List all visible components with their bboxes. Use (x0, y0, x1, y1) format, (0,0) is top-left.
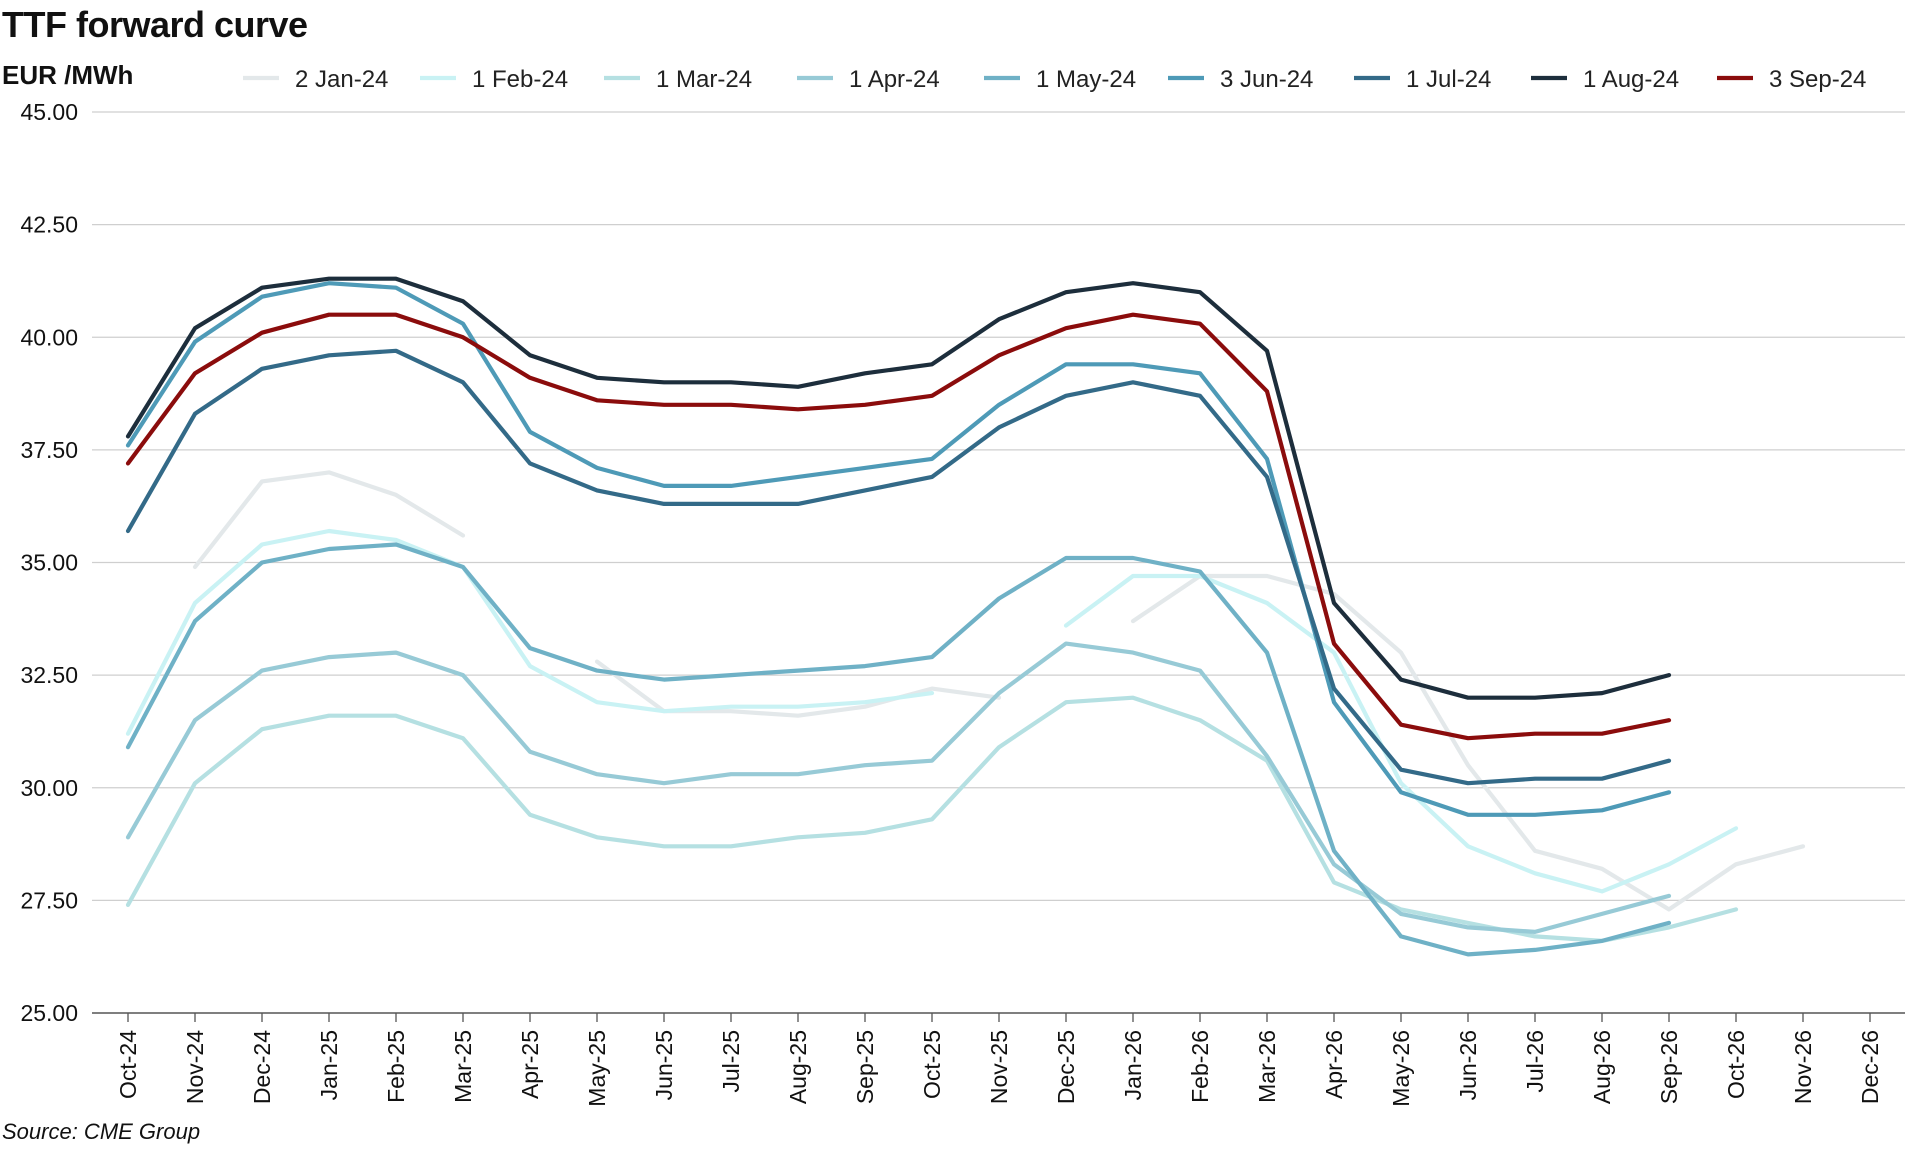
x-axis-ticks: Oct-24 Nov-24 Dec-24 Jan-25 Feb-25 Mar-25 Apr-… (115, 1013, 1883, 1107)
x-tick-label: Nov-24 (182, 1030, 208, 1104)
x-tick-label: Mar-26 (1254, 1030, 1280, 1103)
x-tick-label: Mar-25 (450, 1030, 476, 1103)
x-tick-label: Jul-25 (718, 1030, 744, 1093)
x-tick-label: Dec-26 (1857, 1030, 1883, 1104)
x-tick-label: Oct-24 (115, 1030, 141, 1099)
x-tick-label: May-26 (1388, 1030, 1414, 1107)
x-tick-label: Jun-26 (1455, 1030, 1481, 1100)
legend-label: 1 Feb-24 (472, 66, 568, 93)
gridlines (92, 111, 1905, 1014)
legend-label: 1 Jul-24 (1406, 66, 1491, 93)
x-tick-label: Jul-26 (1522, 1030, 1548, 1093)
y-axis-unit-label: EUR /MWh (2, 60, 134, 90)
legend-label: 2 Jan-24 (295, 66, 388, 93)
y-tick-label: 40.00 (20, 324, 78, 350)
series-line-7 (125, 348, 1672, 786)
x-tick-label: Apr-25 (517, 1030, 543, 1099)
x-tick-label: May-25 (584, 1030, 610, 1107)
x-tick-label: Jun-25 (651, 1030, 677, 1100)
y-tick-label: 37.50 (20, 437, 78, 463)
series-line-8 (125, 276, 1672, 700)
series-line-9 (125, 312, 1672, 741)
x-tick-label: Sep-25 (852, 1030, 878, 1104)
legend-label: 1 Mar-24 (656, 66, 752, 93)
y-tick-label: 30.00 (20, 775, 78, 801)
series-line-3 (125, 695, 1739, 943)
x-tick-label: Dec-25 (1053, 1030, 1079, 1104)
legend-label: 1 Aug-24 (1583, 66, 1679, 93)
chart-title: TTF forward curve (2, 4, 308, 45)
series-line-2 (125, 528, 1739, 894)
x-tick-label: Feb-26 (1187, 1030, 1213, 1103)
x-tick-label: Aug-26 (1589, 1030, 1615, 1104)
x-tick-label: Dec-24 (249, 1030, 275, 1104)
x-tick-label: Nov-26 (1790, 1030, 1816, 1104)
x-tick-label: Jan-26 (1120, 1030, 1146, 1100)
series-line-4 (125, 641, 1672, 934)
y-tick-label: 35.00 (20, 550, 78, 576)
legend-label: 3 Sep-24 (1769, 66, 1866, 93)
x-tick-label: Feb-25 (383, 1030, 409, 1103)
x-tick-label: Jan-25 (316, 1030, 342, 1100)
y-tick-label: 32.50 (20, 662, 78, 688)
y-tick-label: 42.50 (20, 212, 78, 238)
x-tick-label: Oct-25 (919, 1030, 945, 1099)
legend-label: 1 May-24 (1036, 66, 1136, 93)
y-axis-ticks: 25.00 27.50 30.00 32.50 35.00 37.50 40.00 42.50… (20, 99, 78, 1026)
series-lines (125, 276, 1806, 957)
x-tick-label: Aug-25 (785, 1030, 811, 1104)
x-tick-label: Apr-26 (1321, 1030, 1347, 1099)
legend: 2 Jan-24 1 Feb-24 1 Mar-24 1 Apr-24 1 May-24… (243, 66, 1866, 93)
x-tick-label: Sep-26 (1656, 1030, 1682, 1104)
y-tick-label: 45.00 (20, 99, 78, 125)
legend-label: 1 Apr-24 (849, 66, 940, 93)
series-line-6 (125, 281, 1672, 817)
legend-label: 3 Jun-24 (1220, 66, 1313, 93)
x-tick-label: Oct-26 (1723, 1030, 1749, 1099)
y-tick-label: 27.50 (20, 887, 78, 913)
source-note: Source: CME Group (2, 1119, 201, 1144)
x-tick-label: Nov-25 (986, 1030, 1012, 1104)
y-tick-label: 25.00 (20, 1000, 78, 1026)
series-line-5 (125, 542, 1672, 957)
